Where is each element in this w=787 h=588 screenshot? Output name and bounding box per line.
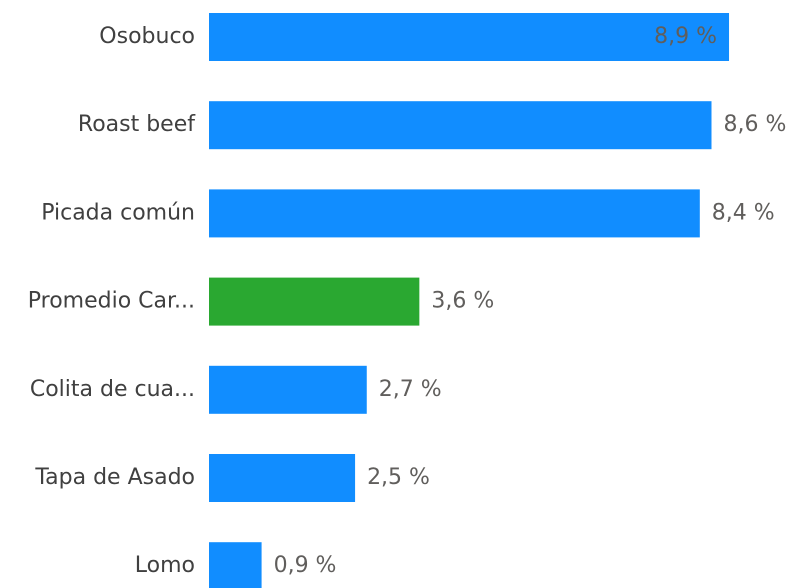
category-label: Roast beef (78, 112, 196, 137)
category-label: Tapa de Asado (34, 465, 195, 490)
value-label: 8,6 % (723, 112, 786, 137)
category-label: Promedio Car... (28, 289, 195, 314)
value-label: 0,9 % (274, 553, 337, 578)
value-label: 3,6 % (431, 289, 494, 314)
bar (209, 13, 730, 61)
bar (209, 542, 262, 588)
bar (209, 277, 420, 326)
value-label: 2,5 % (367, 465, 430, 490)
bar (209, 365, 367, 414)
bar (209, 454, 356, 502)
bar (209, 101, 712, 150)
category-label: Colita de cua... (30, 377, 195, 402)
value-label: 8,9 % (654, 24, 717, 49)
category-label: Osobuco (99, 24, 195, 49)
value-label: 2,7 % (379, 377, 442, 402)
category-label: Picada común (41, 200, 195, 225)
category-label: Lomo (135, 553, 195, 578)
bar (209, 189, 700, 238)
value-label: 8,4 % (712, 200, 775, 225)
